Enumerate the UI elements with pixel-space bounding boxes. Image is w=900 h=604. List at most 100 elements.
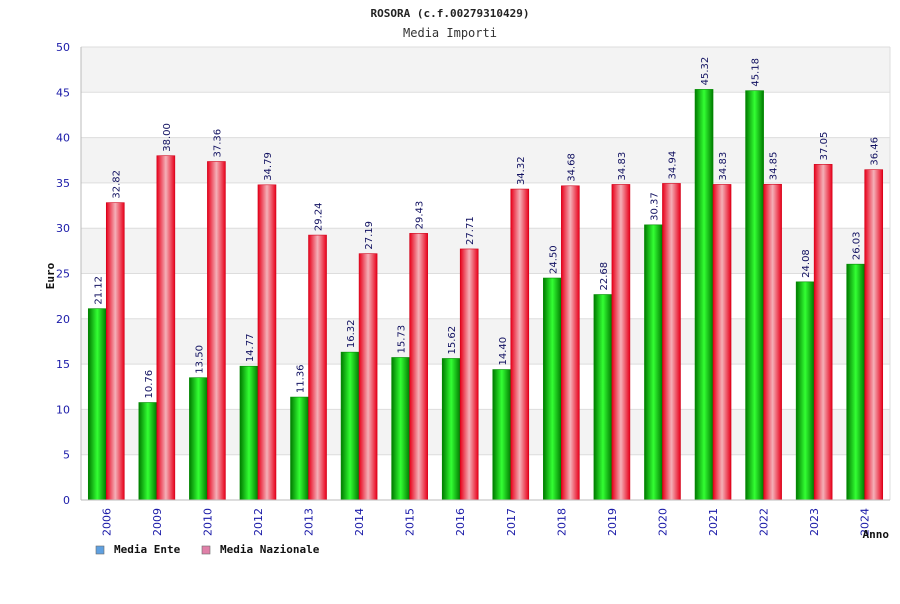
- data-label-media-nazionale: 29.43: [415, 201, 426, 230]
- bar-media-nazionale: [105, 202, 125, 501]
- data-label-media-ente: 16.32: [346, 320, 357, 349]
- data-label-media-nazionale: 34.83: [617, 152, 628, 181]
- data-label-media-ente: 24.08: [801, 249, 812, 278]
- bar-media-nazionale: [459, 248, 479, 501]
- bar-media-nazionale: [864, 169, 884, 501]
- x-tick-label: 2021: [707, 508, 720, 536]
- data-label-media-nazionale: 34.83: [718, 152, 729, 181]
- bar-media-ente: [391, 357, 410, 501]
- data-label-media-ente: 14.40: [498, 337, 509, 366]
- data-label-media-ente: 45.18: [751, 58, 762, 87]
- x-axis-ticks: 2006 2009 2010 2012 2013 2014 2015 2016 2017 2018…: [100, 508, 871, 536]
- y-tick-label: 15: [56, 358, 70, 371]
- data-label-media-ente: 11.36: [296, 364, 307, 393]
- data-label-media-nazionale: 34.68: [566, 153, 577, 182]
- data-label-media-nazionale: 34.79: [263, 152, 274, 181]
- y-tick-label: 40: [56, 132, 70, 145]
- data-label-media-nazionale: 27.71: [465, 216, 476, 245]
- y-tick-label: 35: [56, 177, 70, 190]
- bar-media-ente: [87, 308, 107, 501]
- data-label-media-nazionale: 38.00: [162, 123, 173, 152]
- x-tick-label: 2014: [353, 508, 366, 536]
- data-labels: 21.12 32.82 10.76 38.00 13.50 37.36 14.77 34.79…: [93, 57, 880, 399]
- x-tick-label: 2013: [303, 508, 316, 536]
- x-tick-label: 2019: [606, 508, 619, 536]
- grid-band: [81, 92, 890, 138]
- chart-title: ROSORA (c.f.00279310429): [371, 7, 530, 20]
- data-label-media-ente: 45.32: [700, 57, 711, 86]
- data-label-media-ente: 30.37: [649, 192, 660, 221]
- legend-swatch-media-nazionale: [201, 545, 211, 555]
- data-label-media-nazionale: 34.32: [516, 156, 527, 185]
- bar-media-nazionale: [662, 183, 681, 501]
- bar-media-ente: [593, 294, 613, 501]
- bar-media-nazionale: [611, 184, 631, 501]
- bar-media-ente: [745, 90, 764, 501]
- y-axis-ticks: 0 5 10 15 20 25 30 35 40 45 50: [56, 41, 70, 507]
- x-tick-label: 2016: [454, 508, 467, 536]
- chart-subtitle: Media Importi: [403, 26, 497, 40]
- legend-label-media-ente: Media Ente: [114, 543, 181, 556]
- data-label-media-ente: 10.76: [144, 370, 155, 399]
- x-tick-label: 2024: [859, 508, 872, 536]
- bar-media-nazionale: [156, 155, 176, 501]
- bar-media-nazionale: [207, 161, 226, 501]
- x-tick-label: 2009: [151, 508, 164, 536]
- data-label-media-nazionale: 32.82: [111, 170, 122, 199]
- x-tick-label: 2017: [505, 508, 518, 536]
- bar-media-ente: [290, 396, 309, 501]
- bar-media-nazionale: [308, 234, 327, 501]
- y-tick-label: 5: [63, 449, 70, 462]
- data-label-media-nazionale: 37.05: [819, 132, 830, 161]
- data-label-media-ente: 15.62: [447, 326, 458, 355]
- x-tick-label: 2023: [808, 508, 821, 536]
- bar-media-nazionale: [257, 184, 277, 501]
- x-tick-label: 2015: [404, 508, 417, 536]
- data-label-media-nazionale: 37.36: [212, 129, 223, 158]
- data-label-media-nazionale: 34.85: [769, 152, 780, 181]
- bar-media-ente: [543, 277, 562, 501]
- bar-media-nazionale: [763, 183, 782, 501]
- x-tick-label: 2012: [252, 508, 265, 536]
- x-tick-label: 2010: [201, 508, 214, 536]
- y-tick-label: 45: [56, 86, 70, 99]
- legend: Media Ente Media Nazionale: [95, 543, 320, 556]
- data-label-media-nazionale: 36.46: [870, 137, 881, 166]
- x-axis-title: Anno: [863, 528, 890, 541]
- bar-media-nazionale: [358, 253, 378, 501]
- bar-media-nazionale: [510, 188, 530, 501]
- bar-media-ente: [492, 369, 512, 501]
- bar-media-ente: [644, 224, 663, 501]
- data-label-media-nazionale: 29.24: [314, 202, 325, 231]
- x-tick-label: 2022: [758, 508, 771, 536]
- bar-media-ente: [189, 377, 208, 501]
- data-label-media-ente: 22.68: [599, 262, 610, 291]
- bar-media-ente: [694, 89, 714, 501]
- legend-label-media-nazionale: Media Nazionale: [220, 543, 320, 556]
- grid-band: [81, 47, 890, 93]
- y-tick-label: 20: [56, 313, 70, 326]
- x-tick-label: 2018: [555, 508, 568, 536]
- y-tick-label: 0: [63, 494, 70, 507]
- y-axis-title: Euro: [44, 262, 57, 289]
- bar-media-nazionale: [561, 185, 580, 501]
- y-tick-label: 30: [56, 222, 70, 235]
- data-label-media-ente: 21.12: [93, 276, 104, 305]
- data-label-media-nazionale: 34.94: [667, 151, 678, 180]
- y-tick-label: 50: [56, 41, 70, 54]
- data-label-media-ente: 24.50: [548, 245, 559, 274]
- bar-media-ente: [340, 351, 360, 501]
- bar-media-nazionale: [712, 184, 732, 501]
- data-label-media-ente: 26.03: [852, 232, 863, 261]
- bar-media-ente: [795, 281, 815, 501]
- bar-media-ente: [441, 358, 461, 501]
- data-label-media-ente: 13.50: [194, 345, 205, 374]
- bar-media-nazionale: [813, 164, 833, 501]
- x-tick-label: 2006: [100, 508, 113, 536]
- y-tick-label: 10: [56, 403, 70, 416]
- data-label-media-ente: 14.77: [245, 334, 256, 363]
- x-tick-label: 2020: [656, 508, 669, 536]
- legend-swatch-media-ente: [95, 545, 105, 555]
